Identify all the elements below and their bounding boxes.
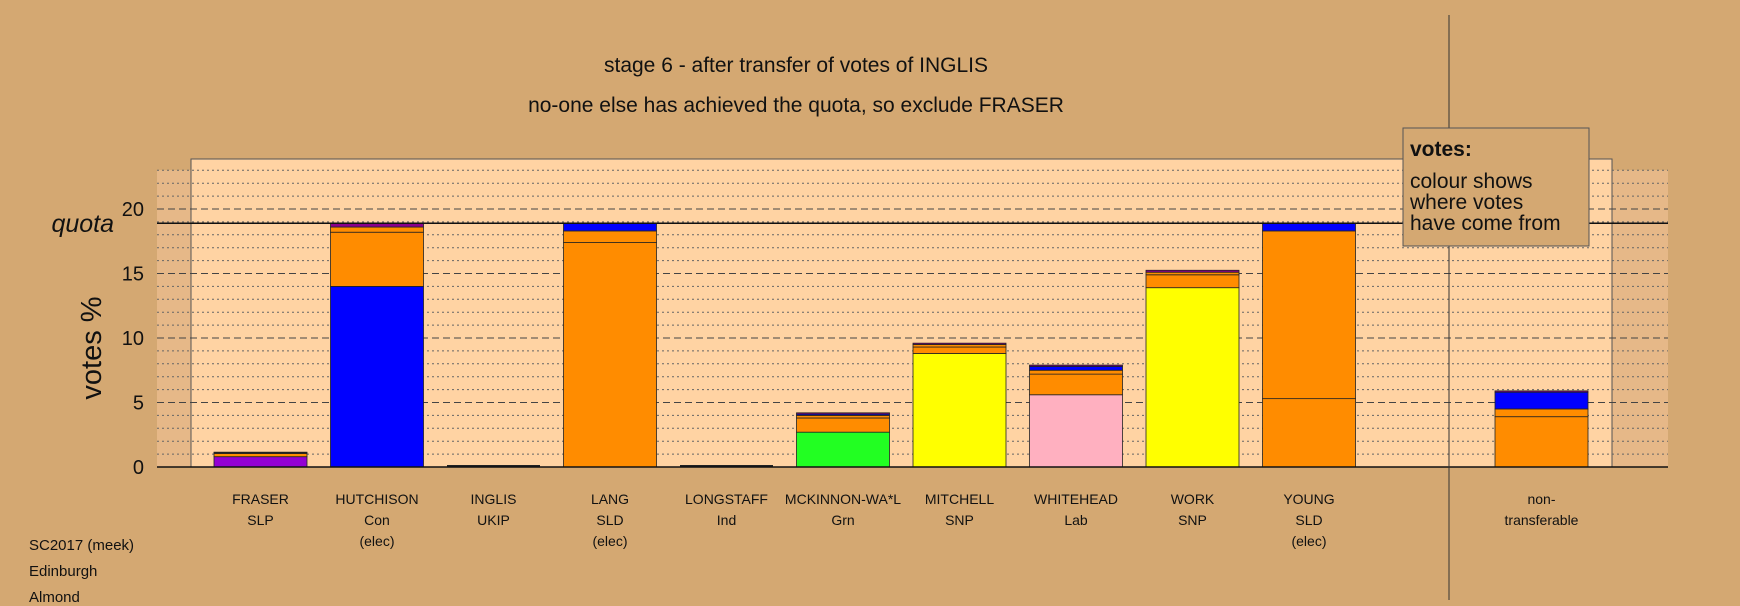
legend-line: colour shows — [1410, 170, 1533, 193]
bar-segment — [1494, 390, 1589, 393]
legend-box — [1402, 127, 1590, 247]
bar-whitehead — [1029, 364, 1123, 468]
candidate-name: MCKINNON-WA*L — [785, 491, 901, 507]
quota-label: quota — [51, 210, 114, 238]
bar-segment — [796, 417, 890, 433]
bar-segment — [912, 342, 1007, 345]
footer-ward: Almond — [29, 589, 80, 606]
candidate-party: Ind — [717, 512, 736, 528]
y-tick-label: 10 — [122, 328, 144, 350]
bar-mckinnon-wa-l — [796, 412, 890, 468]
candidate-name: WHITEHEAD — [1034, 491, 1118, 507]
candidate-party: SNP — [945, 512, 974, 528]
candidate-name: INGLIS — [471, 491, 517, 507]
bar-segment — [1029, 394, 1123, 468]
candidate-party: SNP — [1178, 512, 1207, 528]
bar-segment — [1262, 230, 1356, 400]
candidate-party: transferable — [1505, 512, 1579, 528]
candidate-party: SLD — [596, 512, 623, 528]
plot-margin-right — [1612, 170, 1668, 468]
bar-segment — [1029, 373, 1123, 396]
candidate-name: YOUNG — [1283, 491, 1334, 507]
bar-segment — [330, 285, 424, 468]
candidate-party: Lab — [1064, 512, 1088, 528]
candidate-name: WORK — [1171, 491, 1215, 507]
bar-segment — [330, 231, 424, 287]
bar-non- — [1494, 390, 1589, 468]
bar-segment — [213, 456, 308, 468]
legend-title: votes: — [1410, 138, 1472, 161]
candidate-party: SLD — [1295, 512, 1322, 528]
bar-segment — [213, 451, 308, 454]
candidate-name: MITCHELL — [925, 491, 994, 507]
chart-title: stage 6 - after transfer of votes of ING… — [604, 54, 988, 77]
candidate-party: SLP — [247, 512, 273, 528]
candidate-name: non- — [1527, 491, 1555, 507]
bar-segment — [912, 346, 1007, 354]
candidate-party: UKIP — [477, 512, 510, 528]
bar-work — [1145, 269, 1240, 468]
bar-mitchell — [912, 342, 1007, 468]
bar-fraser — [213, 451, 308, 468]
footer-council: Edinburgh — [29, 563, 98, 580]
bar-segment — [1029, 365, 1123, 371]
chart-subtitle: no-one else has achieved the quota, so e… — [528, 94, 1064, 117]
y-axis-label: votes % — [76, 296, 108, 399]
bar-segment — [213, 453, 308, 458]
candidate-party: Con — [364, 512, 390, 528]
bar-segment — [1029, 369, 1123, 375]
footer-election: SC2017 (meek) — [29, 537, 135, 554]
plot-margin-left — [157, 170, 191, 468]
candidate-party: Grn — [831, 512, 854, 528]
y-tick-label: 0 — [133, 457, 144, 479]
candidate-name: HUTCHISON — [335, 491, 418, 507]
bar-segment — [563, 222, 657, 232]
bar-segment — [1494, 416, 1589, 468]
bar-segment — [1029, 364, 1123, 367]
y-tick-label: 15 — [122, 264, 144, 286]
legend-line: where votes — [1409, 191, 1523, 214]
candidate-name: LANG — [591, 491, 629, 507]
bar-segment — [1494, 391, 1589, 410]
bar-segment — [1262, 398, 1356, 468]
candidate-name: FRASER — [232, 491, 289, 507]
y-tick-label: 20 — [122, 199, 144, 221]
bar-segment — [1262, 222, 1356, 232]
bar-lang — [563, 222, 657, 468]
bar-segment — [563, 242, 657, 468]
legend-line: have come from — [1410, 212, 1561, 235]
bar-segment — [1145, 274, 1240, 289]
bar-segment — [1145, 269, 1240, 273]
bar-segment — [330, 226, 424, 233]
bar-segment — [1145, 287, 1240, 468]
bar-segment — [1494, 408, 1589, 418]
y-tick-label: 5 — [133, 393, 144, 415]
bar-segment — [912, 353, 1007, 468]
bar-young — [1262, 222, 1356, 468]
candidate-status: (elec) — [1291, 533, 1326, 549]
candidate-status: (elec) — [359, 533, 394, 549]
bar-segment — [796, 412, 890, 415]
bar-segment — [796, 431, 890, 468]
bar-segment — [563, 230, 657, 243]
candidate-status: (elec) — [592, 533, 627, 549]
candidate-name: LONGSTAFF — [685, 491, 768, 507]
bar-hutchison — [330, 222, 424, 468]
